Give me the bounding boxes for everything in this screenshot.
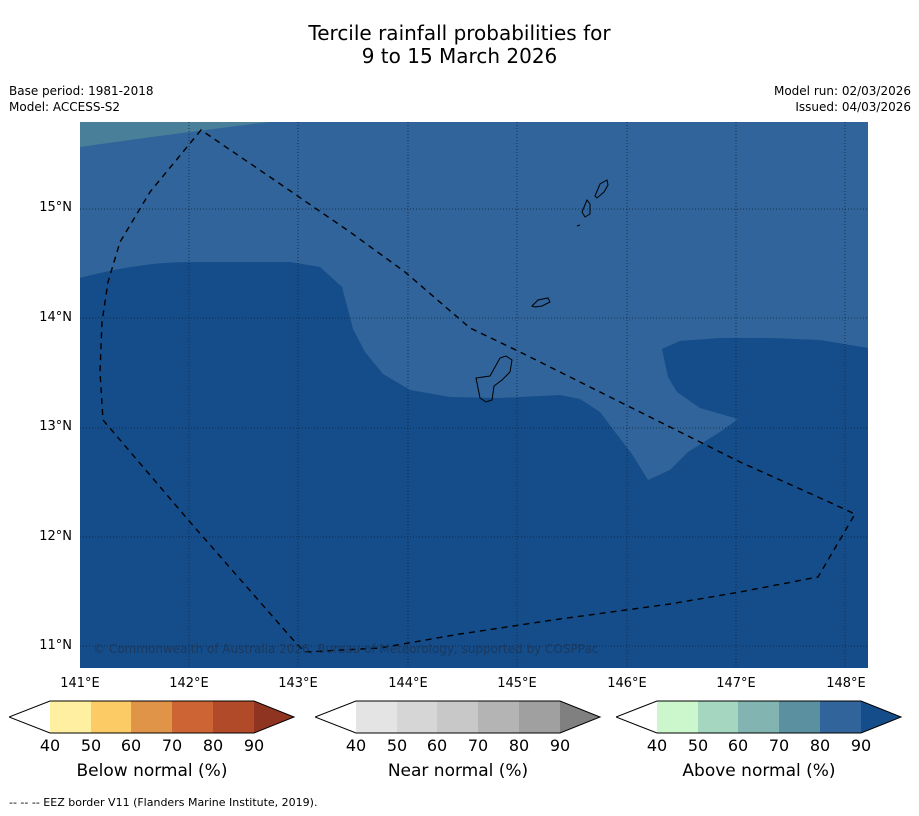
- lon-label-148: 148°E: [826, 676, 866, 691]
- lat-label-13: 13°N: [39, 419, 72, 434]
- cbar-near-seg-2: [397, 701, 437, 733]
- cbar-below-tick-70: 70: [161, 736, 183, 755]
- lon-label-143: 143°E: [278, 676, 318, 691]
- cbar-near-tick-40: 40: [345, 736, 367, 755]
- eez-footer-note: -- -- -- EEZ border V11 (Flanders Marine…: [9, 796, 318, 809]
- colorbar-above: [616, 700, 903, 734]
- cbar-above-seg-5: [820, 701, 861, 733]
- graticule: [80, 122, 868, 668]
- map-svg: [80, 122, 868, 668]
- cbar-near-tick-70: 70: [467, 736, 489, 755]
- meta-left: Base period: 1981-2018 Model: ACCESS-S2: [9, 83, 154, 115]
- colorbar-near: [315, 700, 602, 734]
- lat-label-11: 11°N: [39, 638, 72, 653]
- cbar-below-tick-90: 90: [243, 736, 265, 755]
- base-period: Base period: 1981-2018: [9, 84, 154, 98]
- cbar-below-seg-3: [131, 701, 172, 733]
- cbar-above-tick-90: 90: [850, 736, 872, 755]
- cbar-below-seg-5: [213, 701, 254, 733]
- cbar-above-tick-40: 40: [646, 736, 668, 755]
- cbar-above-tick-50: 50: [687, 736, 709, 755]
- cbar-near-tick-60: 60: [426, 736, 448, 755]
- cbar-below-tick-80: 80: [202, 736, 224, 755]
- eez-border: [99, 129, 856, 653]
- cbar-below-extend-low: [9, 701, 50, 733]
- cbar-above-tick-80: 80: [809, 736, 831, 755]
- model-run: Model run: 02/03/2026: [773, 84, 911, 98]
- cbar-near-seg-5: [519, 701, 560, 733]
- cbar-near-extend-low: [315, 701, 356, 733]
- cbar-near-tick-50: 50: [386, 736, 408, 755]
- issued-date: Issued: 04/03/2026: [795, 100, 911, 114]
- probability-map: © Commonwealth of Australia 2026, Bureau…: [80, 122, 868, 668]
- title-line-1: Tercile rainfall probabilities for: [308, 21, 611, 45]
- cbar-below-title: Below normal (%): [76, 761, 228, 781]
- cbar-below-seg-1: [50, 701, 91, 733]
- lat-label-15: 15°N: [39, 200, 72, 215]
- cbar-above-seg-4: [779, 701, 820, 733]
- cbar-above-seg-1: [657, 701, 698, 733]
- title-line-2: 9 to 15 March 2026: [361, 44, 558, 68]
- model-name: Model: ACCESS-S2: [9, 100, 121, 114]
- cbar-below-seg-2: [91, 701, 131, 733]
- cbar-near-title: Near normal (%): [387, 761, 529, 781]
- lon-label-141: 141°E: [60, 676, 100, 691]
- cbar-below-tick-50: 50: [80, 736, 102, 755]
- lon-label-147: 147°E: [716, 676, 756, 691]
- chart-title: Tercile rainfall probabilities for 9 to …: [0, 22, 919, 68]
- lon-label-142: 142°E: [169, 676, 209, 691]
- cbar-near-tick-90: 90: [549, 736, 571, 755]
- lon-label-146: 146°E: [607, 676, 647, 691]
- cbar-above-title: Above normal (%): [682, 761, 836, 781]
- copyright-text: © Commonwealth of Australia 2026, Bureau…: [93, 642, 599, 656]
- above-90-region: [80, 262, 868, 668]
- lat-label-12: 12°N: [39, 529, 72, 544]
- cbar-near-seg-4: [478, 701, 519, 733]
- cbar-above-extend-low: [616, 701, 657, 733]
- lat-label-14: 14°N: [39, 310, 72, 325]
- cbar-below-seg-4: [172, 701, 213, 733]
- lon-label-145: 145°E: [497, 676, 537, 691]
- cbar-near-tick-80: 80: [508, 736, 530, 755]
- cbar-below-tick-40: 40: [39, 736, 61, 755]
- cbar-above-seg-3: [738, 701, 779, 733]
- islands: [475, 179, 609, 403]
- cbar-above-extend-high: [861, 701, 901, 733]
- lon-label-144: 144°E: [388, 676, 428, 691]
- above-70-region: [80, 122, 270, 147]
- cbar-above-tick-60: 60: [727, 736, 749, 755]
- cbar-above-tick-70: 70: [768, 736, 790, 755]
- cbar-near-seg-3: [437, 701, 478, 733]
- cbar-below-tick-60: 60: [120, 736, 142, 755]
- cbar-near-seg-1: [356, 701, 397, 733]
- cbar-above-seg-2: [698, 701, 738, 733]
- meta-right: Model run: 02/03/2026 Issued: 04/03/2026: [774, 83, 911, 115]
- cbar-near-extend-high: [560, 701, 600, 733]
- colorbar-below: [9, 700, 296, 734]
- cbar-below-extend-high: [254, 701, 294, 733]
